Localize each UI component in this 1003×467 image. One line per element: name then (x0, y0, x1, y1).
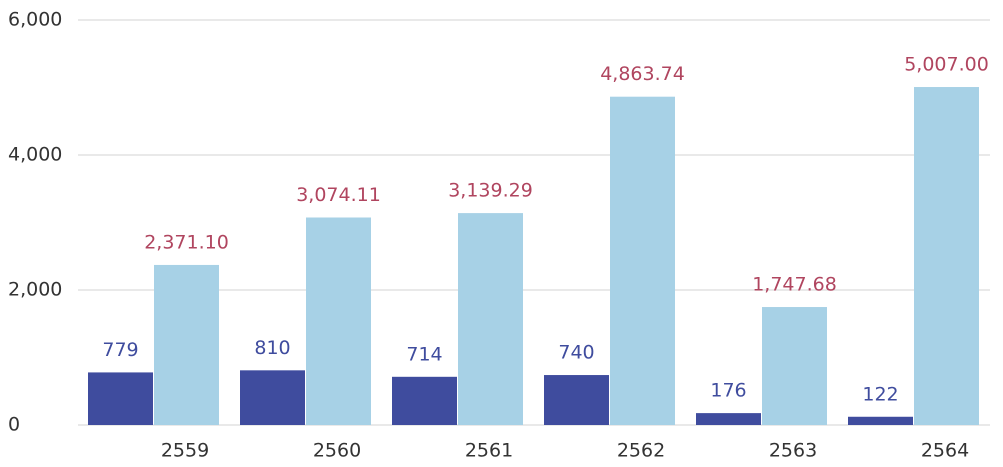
bar (848, 416, 913, 425)
value-label: 740 (558, 342, 594, 364)
value-label: 714 (406, 343, 442, 365)
value-label: 122 (862, 383, 898, 405)
y-tick-label: 0 (8, 414, 20, 436)
x-tick-label: 2561 (465, 440, 513, 462)
bar (762, 307, 827, 425)
value-label: 3,139.29 (448, 180, 533, 202)
bar (914, 87, 979, 425)
x-tick-label: 2560 (313, 440, 361, 462)
value-label: 779 (102, 339, 138, 361)
x-tick-label: 2563 (769, 440, 817, 462)
bar (458, 213, 523, 425)
bar (544, 375, 609, 425)
y-tick-label: 4,000 (8, 144, 62, 166)
y-tick-label: 6,000 (8, 9, 62, 31)
x-tick-label: 2564 (921, 440, 969, 462)
value-label: 2,371.10 (144, 231, 229, 253)
value-label: 176 (710, 380, 746, 402)
bar (696, 413, 761, 425)
x-tick-label: 2562 (617, 440, 665, 462)
bar (610, 96, 675, 426)
bar (240, 370, 305, 425)
value-label: 3,074.11 (296, 184, 381, 206)
x-tick-label: 2559 (161, 440, 209, 462)
bar (306, 217, 371, 425)
value-label: 810 (254, 337, 290, 359)
value-label: 1,747.68 (752, 274, 837, 296)
value-label: 5,007.00 (904, 54, 989, 76)
value-label: 4,863.74 (600, 63, 685, 85)
bar (88, 372, 153, 425)
bar (392, 376, 457, 425)
bar (154, 264, 219, 425)
y-tick-label: 2,000 (8, 279, 62, 301)
